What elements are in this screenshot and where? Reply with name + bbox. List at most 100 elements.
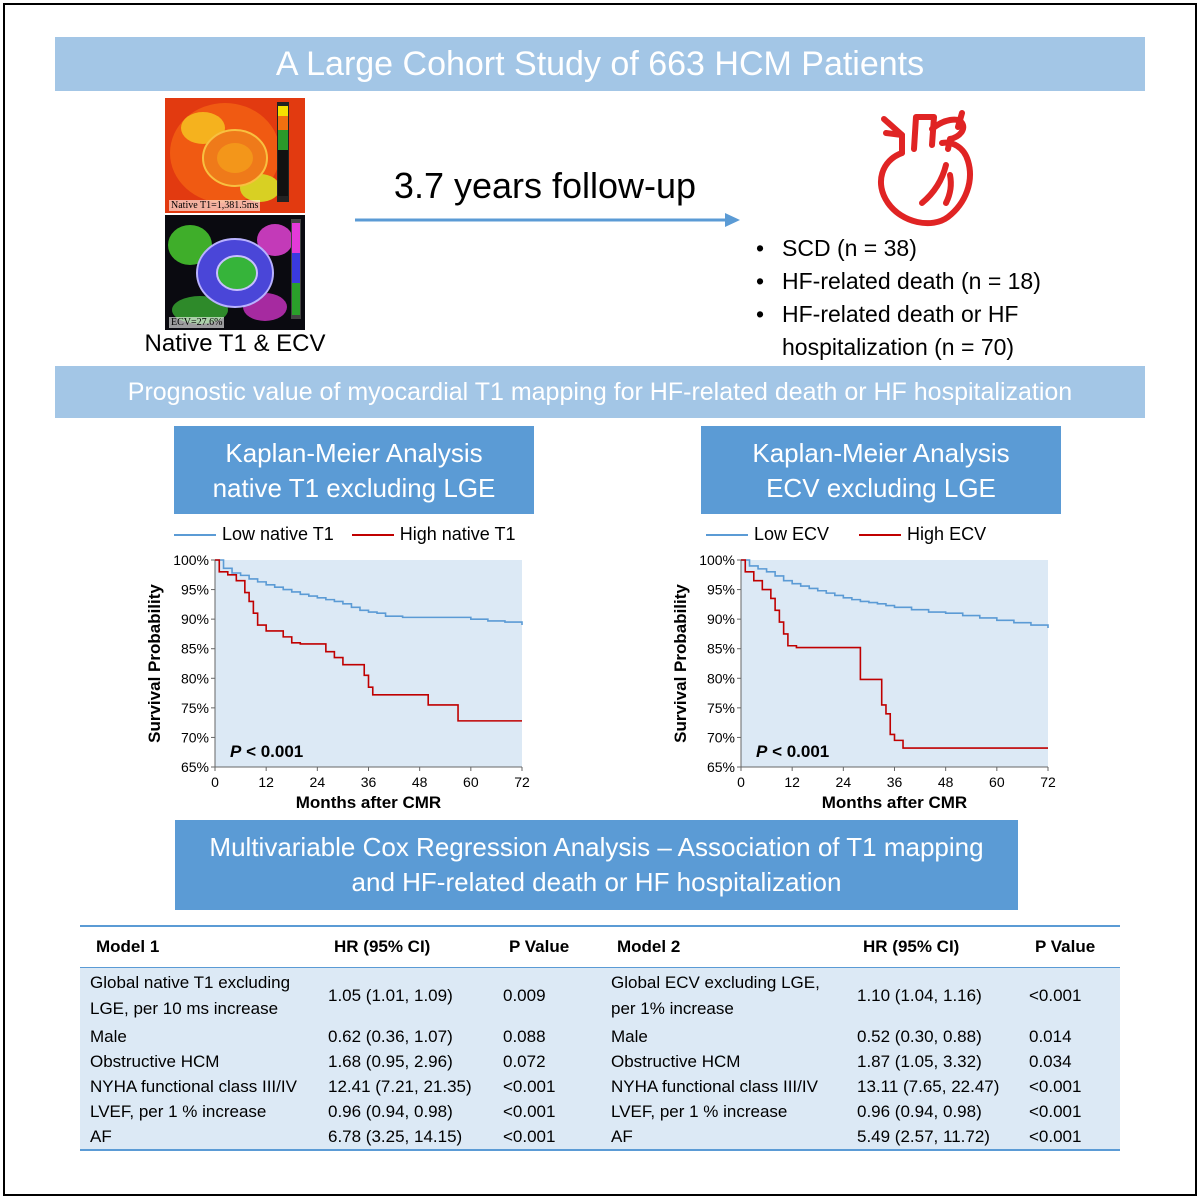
table-header-row: Model 1 HR (95% CI) P Value Model 2 HR (…	[80, 926, 1120, 968]
y-tick-label: 80%	[707, 670, 735, 686]
ecv-map-graphic	[165, 215, 305, 330]
km-title-native-t1: Kaplan-Meier Analysis native T1 excludin…	[174, 426, 534, 514]
x-tick-label: 0	[737, 774, 745, 790]
legend-native-t1: Low native T1 High native T1	[174, 524, 515, 545]
figure-frame	[3, 3, 1197, 1196]
p-value-annotation: P < 0.001	[230, 742, 303, 761]
table-cell: 0.014	[1029, 1027, 1072, 1046]
y-tick-label: 85%	[181, 641, 209, 657]
table-cell: <0.001	[1029, 1077, 1082, 1096]
table-cell: 12.41 (7.21, 21.35)	[328, 1077, 472, 1096]
native-t1-map-image: Native T1=1,381.5ms	[165, 98, 305, 213]
km-title-line1: Kaplan-Meier Analysis	[752, 438, 1010, 468]
cox-title-line1: Multivariable Cox Regression Analysis – …	[209, 832, 984, 862]
x-tick-label: 12	[784, 774, 800, 790]
ecv-value-label: ECV=27.6%	[169, 317, 225, 328]
table-cell: 6.78 (3.25, 14.15)	[328, 1127, 463, 1146]
table-cell: <0.001	[1029, 986, 1082, 1005]
table-cell: 0.62 (0.36, 1.07)	[328, 1027, 453, 1046]
legend-ecv: Low ECV High ECV	[706, 524, 986, 545]
km-title-line2: ECV excluding LGE	[766, 473, 996, 503]
column-header: HR (95% CI)	[334, 937, 431, 956]
table-cell: 0.072	[503, 1052, 546, 1071]
outcomes-list: SCD (n = 38) HF-related death (n = 18) H…	[752, 232, 1112, 364]
x-axis-title: Months after CMR	[296, 793, 441, 812]
plot-area	[215, 560, 522, 767]
y-tick-label: 100%	[173, 552, 209, 568]
km-title-line2: native T1 excluding LGE	[212, 473, 496, 503]
y-tick-label: 90%	[707, 611, 735, 627]
y-tick-label: 95%	[707, 582, 735, 598]
table-cell: Obstructive HCM	[611, 1052, 741, 1071]
title-banner: A Large Cohort Study of 663 HCM Patients	[55, 37, 1145, 91]
x-tick-label: 48	[938, 774, 954, 790]
table-cell: <0.001	[503, 1127, 556, 1146]
legend-line-high	[859, 533, 902, 536]
heart-icon	[877, 110, 973, 227]
x-tick-label: 12	[258, 774, 274, 790]
legend-line-low	[706, 533, 748, 536]
legend-line-low	[174, 533, 216, 536]
outcome-item: HF-related death (n = 18)	[752, 265, 1112, 298]
x-tick-label: 48	[412, 774, 428, 790]
column-header: Model 2	[617, 937, 681, 956]
p-value: < 0.001	[767, 742, 829, 761]
y-axis-title: Survival Probability	[671, 584, 690, 743]
table-row: Male 0.62 (0.36, 1.07) 0.088 Male 0.52 (…	[80, 1024, 1120, 1049]
legend-label-low: Low native T1	[222, 524, 334, 544]
table-cell: Male	[90, 1027, 127, 1046]
x-tick-label: 72	[514, 774, 530, 790]
y-tick-label: 65%	[181, 759, 209, 775]
legend-label-high: High native T1	[399, 524, 516, 544]
x-axis-title: Months after CMR	[822, 793, 967, 812]
table-cell: Global native T1 excluding LGE, per 10 m…	[90, 973, 291, 1018]
y-tick-label: 85%	[707, 641, 735, 657]
column-header: Model 1	[96, 937, 160, 956]
survival-curve-low	[215, 559, 523, 626]
table-cell: NYHA functional class III/IV	[611, 1077, 818, 1096]
y-tick-label: 70%	[707, 729, 735, 745]
y-tick-label: 80%	[181, 670, 209, 686]
km-title-line1: Kaplan-Meier Analysis	[225, 438, 483, 468]
x-tick-label: 60	[463, 774, 479, 790]
table-cell: 13.11 (7.65, 22.47)	[857, 1077, 1000, 1096]
y-tick-label: 90%	[181, 611, 209, 627]
p-symbol: P	[230, 742, 242, 761]
km-chart-ecv: 65% 70% 75% 80% 85% 90% 95% 100% 0 12 24 36 48 60 72 Mo…	[671, 552, 1056, 812]
table-row: AF 6.78 (3.25, 14.15) <0.001 AF 5.49 (2.…	[80, 1124, 1120, 1150]
table-cell: <0.001	[503, 1102, 556, 1121]
survival-curve-high	[741, 559, 1048, 749]
legend-label-low: Low ECV	[754, 524, 830, 544]
table-cell: Obstructive HCM	[90, 1052, 220, 1071]
table-cell: 0.088	[503, 1027, 546, 1046]
follow-up-arrow	[355, 213, 740, 227]
table-cell: AF	[90, 1127, 112, 1146]
outcome-item: HF-related death or HF hospitalization (…	[752, 298, 1112, 364]
column-header: P Value	[509, 937, 570, 956]
table-cell: AF	[611, 1127, 633, 1146]
table-row: NYHA functional class III/IV 12.41 (7.21…	[80, 1074, 1120, 1099]
table-row: Global native T1 excluding LGE, per 10 m…	[80, 968, 1120, 1025]
native-t1-value-label: Native T1=1,381.5ms	[169, 200, 261, 211]
y-axis-title: Survival Probability	[145, 584, 164, 743]
y-tick-label: 100%	[699, 552, 735, 568]
cox-title-line2: and HF-related death or HF hospitalizati…	[351, 867, 842, 897]
mri-caption: Native T1 & ECV	[144, 330, 326, 357]
legend-line-high	[351, 533, 394, 536]
outcome-item: SCD (n = 38)	[752, 232, 1112, 265]
table-cell: 0.96 (0.94, 0.98)	[857, 1102, 982, 1121]
x-tick-label: 0	[211, 774, 219, 790]
x-tick-label: 24	[836, 774, 852, 790]
survival-curve-low	[741, 559, 1049, 629]
table-cell: 1.10 (1.04, 1.16)	[857, 986, 982, 1005]
km-title-ecv: Kaplan-Meier Analysis ECV excluding LGE	[701, 426, 1061, 514]
table-cell: LVEF, per 1 % increase	[90, 1102, 267, 1121]
ecv-map-image: ECV=27.6%	[165, 215, 305, 330]
km-chart-native-t1: 65% 70% 75% 80% 85% 90% 95% 100% 0 12 24 36 48 60 72 Mo…	[145, 552, 530, 812]
native-t1-map-graphic	[165, 98, 305, 213]
column-header: HR (95% CI)	[863, 937, 960, 956]
section-banner: Prognostic value of myocardial T1 mappin…	[55, 366, 1145, 418]
table-cell: 0.009	[503, 986, 546, 1005]
x-tick-label: 36	[361, 774, 377, 790]
table-cell: Global ECV excluding LGE, per 1% increas…	[611, 973, 820, 1018]
